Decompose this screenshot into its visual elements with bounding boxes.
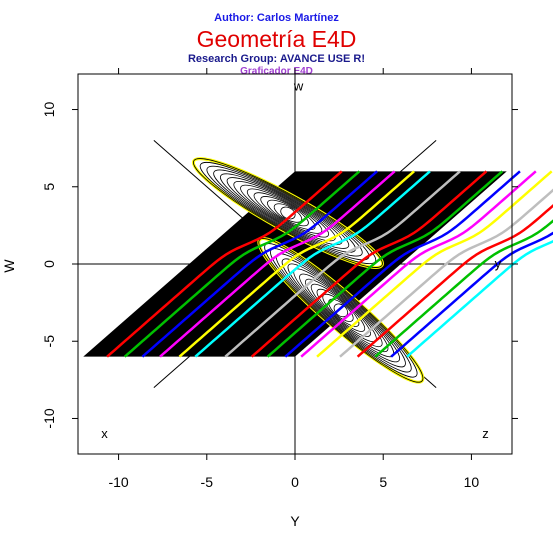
research-group-label: Research Group: AVANCE USE R! [187,53,366,65]
band-curve [250,170,488,358]
x-axis-label: Y [290,513,300,529]
axis-letter-z: z [482,426,489,441]
x-tick-label: -10 [108,474,128,490]
band-curve [141,170,378,358]
chart-title: Geometría E4D [196,26,357,52]
y-tick-label: 10 [41,102,57,118]
x-tick-label: 5 [379,474,387,490]
band-curve [300,170,537,358]
band-curve [224,170,461,358]
y-tick-label: 0 [41,260,57,268]
band-curve [284,170,521,358]
band-curve [356,204,553,358]
band-curve [266,170,504,358]
author-label: Author: Carlos Martínez [214,12,339,24]
band-curve [123,170,361,358]
x-tick-label: -5 [201,474,214,490]
lobe-mesh-line [193,158,383,268]
lobe-mesh-line [267,199,309,227]
axis-letter-w: w [293,78,304,93]
lobe-mesh-line [280,206,296,220]
band-curve [374,219,553,358]
band-curve [159,170,396,358]
y-tick-label: -10 [41,408,57,428]
y-tick-label: -5 [41,335,57,348]
band-curve [106,170,343,358]
y-tick-label: 5 [41,183,57,191]
band-curve [194,170,431,358]
band-curve [390,231,553,358]
y-axis-label: W [1,259,17,273]
axis-letter-y: y [495,256,502,271]
lobe-mesh-line [206,165,370,261]
band-curve [316,170,553,358]
axis-letter-x: x [101,426,108,441]
x-tick-label: 10 [464,474,480,490]
x-tick-label: 0 [291,474,299,490]
band-curve [339,188,553,358]
band-curve [178,170,415,358]
chart-subtitle: Graficador E4D [240,66,313,77]
lobe-mesh-line [213,169,363,257]
